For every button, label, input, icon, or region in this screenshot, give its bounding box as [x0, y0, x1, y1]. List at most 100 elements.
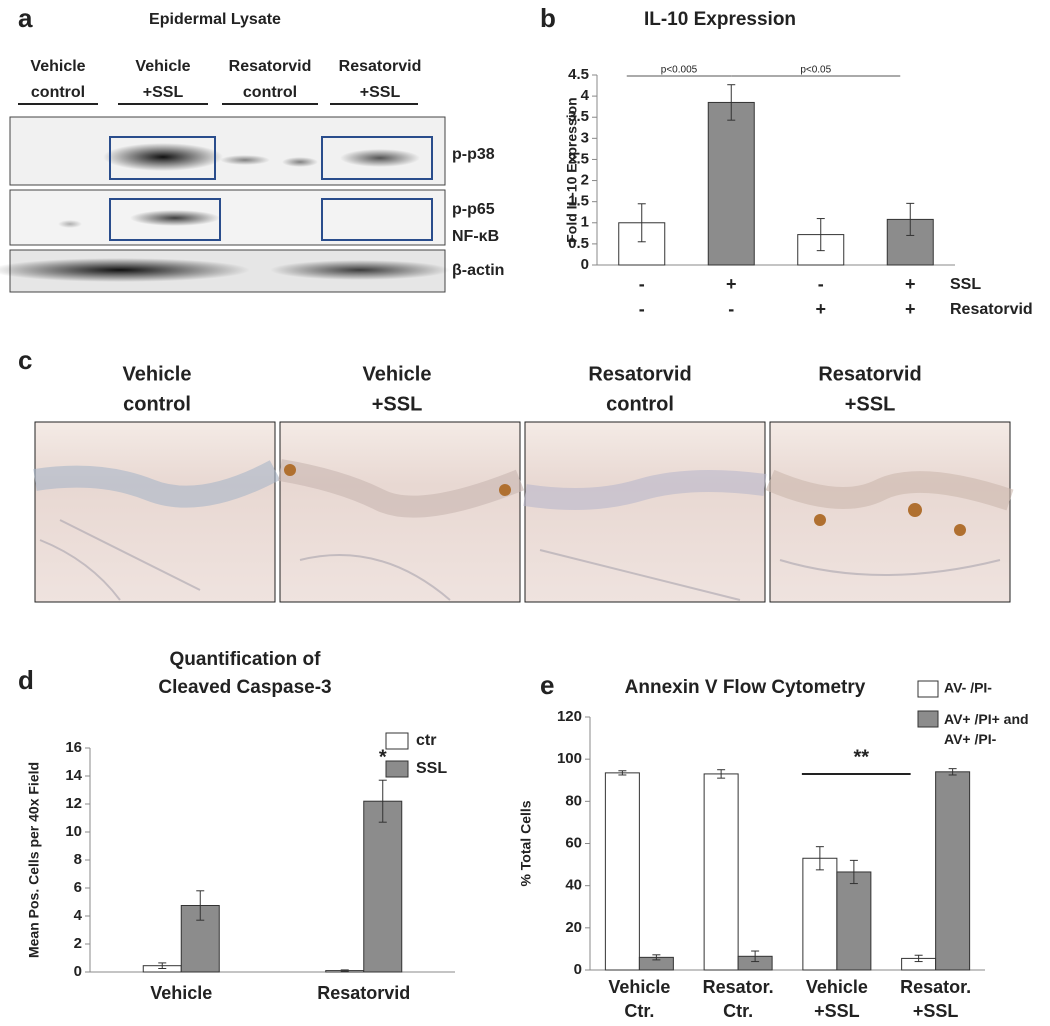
bar	[802, 857, 838, 971]
x-row-label: +	[905, 299, 916, 319]
histology-label: Vehicle	[363, 363, 432, 385]
legend-swatch	[385, 760, 409, 778]
lane-label: control	[31, 84, 85, 101]
band-label: p-p65	[452, 201, 495, 218]
x-tick-label: +SSL	[814, 1001, 860, 1021]
y-tick-label: 3	[581, 129, 589, 146]
bar	[707, 101, 755, 266]
x-row-name: Resatorvid	[950, 301, 1033, 318]
y-tick-label: 4	[74, 907, 83, 924]
y-tick-label: 60	[565, 834, 582, 851]
x-row-label: -	[639, 299, 645, 319]
x-row-label: -	[728, 299, 734, 319]
lane-label: +SSL	[143, 84, 184, 101]
x-row-label: +	[815, 299, 826, 319]
lane-label: Vehicle	[135, 58, 190, 75]
y-tick-label: 2	[581, 172, 589, 189]
bar	[703, 773, 739, 971]
legend-swatch	[385, 732, 409, 750]
histology-label: Vehicle	[123, 363, 192, 385]
lane-label: Resatorvid	[229, 58, 312, 75]
lane-label: control	[243, 84, 297, 101]
y-tick-label: 100	[557, 750, 582, 767]
annotation: **	[853, 746, 869, 768]
x-tick-label: +SSL	[913, 1001, 959, 1021]
annotation: *	[379, 746, 387, 768]
x-row-label: +	[726, 274, 737, 294]
lane-label: +SSL	[360, 84, 401, 101]
annotation: p<0.005	[661, 65, 698, 76]
histology-label: +SSL	[372, 393, 423, 415]
panel-label: c	[18, 345, 32, 375]
histology-label: Resatorvid	[818, 363, 921, 385]
y-tick-label: 120	[557, 708, 582, 725]
histology-label: +SSL	[845, 393, 896, 415]
y-tick-label: 0	[581, 256, 589, 273]
y-tick-label: 0.5	[568, 235, 589, 252]
blot	[0, 103, 450, 293]
y-tick-label: 1	[581, 214, 589, 231]
y-tick-label: 0	[74, 963, 82, 980]
lane-label: Resatorvid	[339, 58, 422, 75]
y-tick-label: 1.5	[568, 193, 589, 210]
bar	[935, 771, 971, 971]
y-tick-label: 8	[74, 851, 82, 868]
chart-title: Quantification of	[170, 649, 322, 670]
x-tick-label: Vehicle	[150, 983, 212, 1003]
legend-label: AV- /PI-	[944, 680, 992, 696]
chart-title: Annexin V Flow Cytometry	[625, 677, 866, 698]
y-axis-label: Mean Pos. Cells per 40x Field	[26, 762, 42, 958]
band-label: NF-κB	[452, 228, 499, 245]
x-row-label: +	[905, 274, 916, 294]
bar	[604, 772, 640, 971]
y-tick-label: 10	[65, 823, 82, 840]
panel-label: e	[540, 670, 554, 700]
x-tick-label: Ctr.	[723, 1001, 753, 1021]
y-tick-label: 2.5	[568, 150, 589, 167]
y-tick-label: 20	[565, 919, 582, 936]
y-tick-label: 3.5	[568, 108, 589, 125]
band-label: p-p38	[452, 146, 495, 163]
bar	[363, 800, 403, 973]
legend-label: AV+ /PI+ and AV+ /PI-	[944, 711, 1029, 747]
y-tick-label: 40	[565, 877, 582, 894]
histology-detail	[33, 459, 1014, 601]
x-tick-label: Resator.	[900, 977, 971, 997]
y-tick-label: 2	[74, 935, 82, 952]
y-tick-label: 4	[581, 87, 590, 104]
x-tick-label: Vehicle	[608, 977, 670, 997]
x-tick-label: Ctr.	[624, 1001, 654, 1021]
chart-title: Cleaved Caspase-3	[158, 677, 331, 698]
y-tick-label: 14	[65, 767, 82, 784]
panel-label: b	[540, 3, 556, 33]
x-tick-label: Resator.	[703, 977, 774, 997]
x-row-label: -	[639, 274, 645, 294]
y-tick-label: 6	[74, 879, 82, 896]
legend-label: SSL	[416, 760, 447, 777]
legend-swatch	[917, 680, 939, 698]
legend-swatch	[917, 710, 939, 728]
y-tick-label: 80	[565, 792, 582, 809]
bar	[836, 871, 872, 971]
lane-label: Vehicle	[30, 58, 85, 75]
x-row-label: -	[818, 274, 824, 294]
blot-title: Epidermal Lysate	[149, 11, 281, 28]
y-axis-label: Fold IL-10 Expression	[564, 97, 580, 242]
y-tick-label: 4.5	[568, 66, 589, 83]
y-tick-label: 0	[574, 961, 582, 978]
panel-label: a	[18, 3, 33, 33]
y-axis-label: % Total Cells	[518, 800, 534, 886]
chart-title: IL-10 Expression	[644, 9, 796, 30]
panel-label: d	[18, 665, 34, 695]
x-tick-label: Resatorvid	[317, 983, 410, 1003]
y-tick-label: 12	[65, 795, 82, 812]
histology-label: control	[123, 393, 191, 415]
x-tick-label: Vehicle	[806, 977, 868, 997]
band-label: β-actin	[452, 262, 504, 279]
y-tick-label: 16	[65, 739, 82, 756]
histology	[34, 421, 1011, 603]
histology-label: Resatorvid	[588, 363, 691, 385]
legend-label: ctr	[416, 732, 436, 749]
x-row-name: SSL	[950, 276, 981, 293]
